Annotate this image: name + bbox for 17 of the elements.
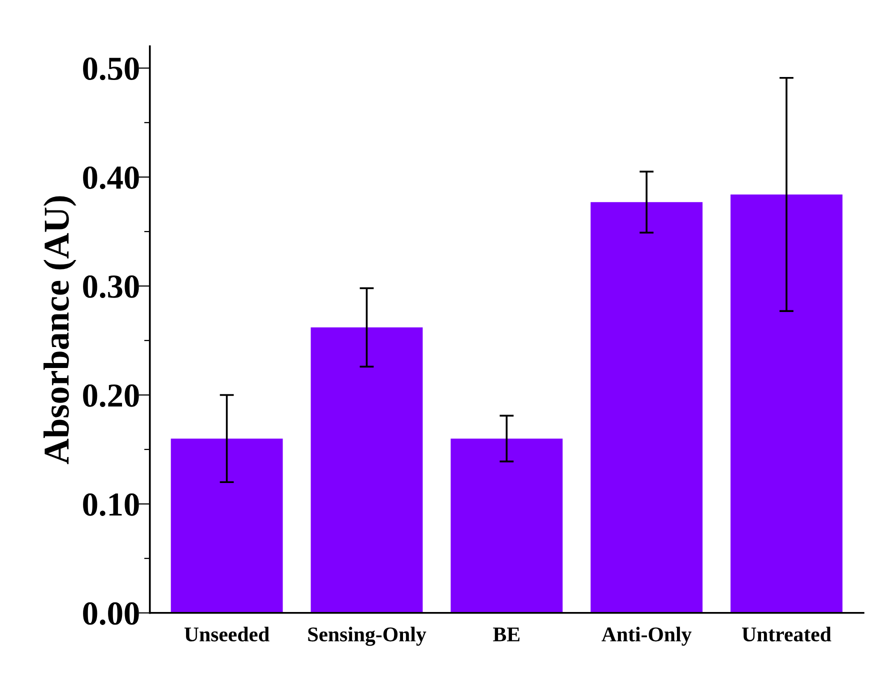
y-axis-title: Absorbance (AU) <box>43 196 76 464</box>
x-tick-label: BE <box>493 628 520 642</box>
bar <box>590 202 703 613</box>
y-tick-label: 0.20 <box>83 384 139 408</box>
y-tick-label: 0.30 <box>83 275 139 298</box>
x-tick-label: Sensing-Only <box>308 626 426 646</box>
x-tick-label: Anti-Only <box>602 626 692 646</box>
x-tick-label: Unseeded <box>184 626 270 642</box>
y-tick-label: 0.50 <box>83 58 139 80</box>
y-tick-label: 0.40 <box>83 166 139 190</box>
bar <box>170 438 283 613</box>
bar <box>730 194 842 613</box>
bar <box>450 438 563 613</box>
x-tick-label: Untreated <box>742 626 832 642</box>
y-tick-label: 0.00 <box>83 602 139 625</box>
y-tick-label: 0.10 <box>83 493 139 516</box>
bar <box>310 327 423 613</box>
